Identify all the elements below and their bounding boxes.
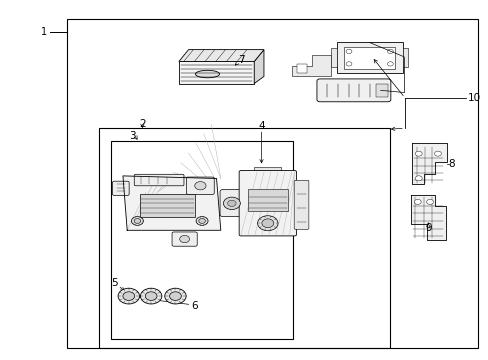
Circle shape xyxy=(346,62,351,66)
Polygon shape xyxy=(411,143,446,184)
Circle shape xyxy=(199,219,205,223)
Circle shape xyxy=(434,151,441,156)
Circle shape xyxy=(169,292,181,300)
Circle shape xyxy=(262,219,273,228)
Polygon shape xyxy=(410,195,445,240)
FancyBboxPatch shape xyxy=(220,190,243,216)
Bar xyxy=(140,194,195,217)
FancyBboxPatch shape xyxy=(239,171,296,236)
Circle shape xyxy=(413,199,420,204)
Text: 1: 1 xyxy=(41,27,46,37)
Text: 8: 8 xyxy=(448,159,454,169)
Circle shape xyxy=(179,235,189,243)
FancyBboxPatch shape xyxy=(172,232,197,246)
Bar xyxy=(375,84,387,97)
Circle shape xyxy=(164,288,186,304)
Text: 7: 7 xyxy=(237,55,244,65)
Bar xyxy=(296,64,306,73)
Polygon shape xyxy=(291,55,330,76)
Circle shape xyxy=(386,49,392,54)
Circle shape xyxy=(122,292,134,300)
Bar xyxy=(330,48,336,67)
Circle shape xyxy=(194,181,205,190)
Text: 5: 5 xyxy=(111,278,117,288)
Circle shape xyxy=(386,62,392,66)
Circle shape xyxy=(227,200,236,206)
FancyBboxPatch shape xyxy=(186,177,214,194)
Text: 2: 2 xyxy=(139,118,145,129)
Text: 6: 6 xyxy=(191,301,197,311)
Circle shape xyxy=(426,199,432,204)
FancyBboxPatch shape xyxy=(134,174,183,186)
Circle shape xyxy=(140,288,162,304)
Circle shape xyxy=(257,216,278,231)
Bar xyxy=(344,47,394,68)
FancyBboxPatch shape xyxy=(294,180,308,229)
Circle shape xyxy=(134,219,141,223)
Text: 3: 3 xyxy=(129,131,136,141)
FancyBboxPatch shape xyxy=(316,79,390,102)
Polygon shape xyxy=(122,176,221,230)
Text: 4: 4 xyxy=(258,121,264,131)
Polygon shape xyxy=(254,50,264,84)
Bar xyxy=(402,48,407,67)
Circle shape xyxy=(223,197,240,210)
FancyBboxPatch shape xyxy=(112,181,129,195)
Bar xyxy=(111,141,292,339)
Bar xyxy=(99,128,389,348)
Circle shape xyxy=(196,217,208,225)
Circle shape xyxy=(145,292,157,300)
Circle shape xyxy=(414,151,421,156)
Circle shape xyxy=(414,176,421,181)
Bar xyxy=(247,189,287,211)
FancyBboxPatch shape xyxy=(179,62,254,84)
Ellipse shape xyxy=(195,70,219,78)
Circle shape xyxy=(118,288,139,304)
Circle shape xyxy=(346,49,351,54)
Bar xyxy=(67,19,477,348)
Text: 10: 10 xyxy=(467,93,480,103)
Bar xyxy=(336,42,402,73)
Bar xyxy=(254,167,281,171)
Circle shape xyxy=(131,217,143,225)
Text: 9: 9 xyxy=(424,223,431,233)
Polygon shape xyxy=(179,50,264,62)
